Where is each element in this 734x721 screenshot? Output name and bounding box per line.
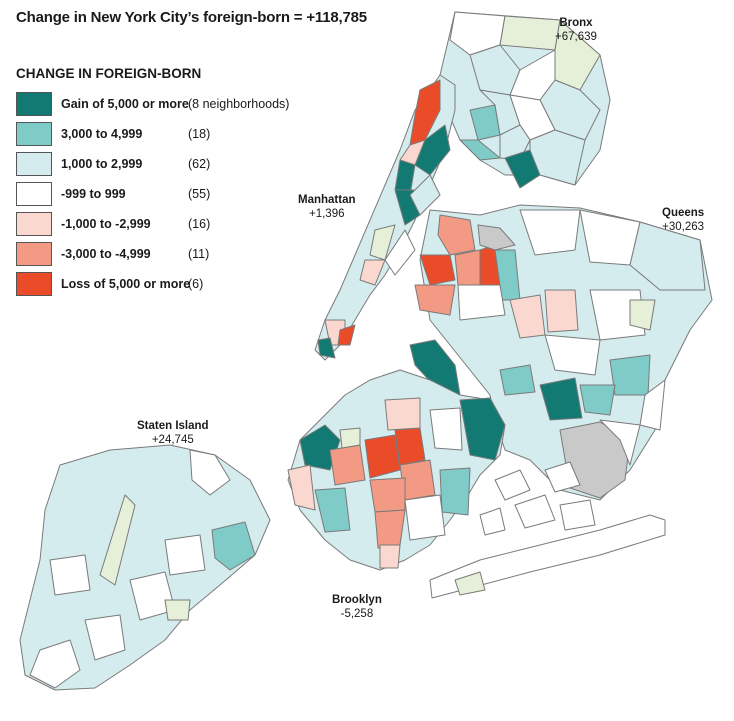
legend-swatch bbox=[16, 242, 52, 266]
manhattan-neighborhood bbox=[337, 324, 356, 346]
staten-island-neighborhood bbox=[164, 599, 191, 621]
manhattan-neighborhood bbox=[409, 174, 441, 216]
borough-label-manhattan: Manhattan +1,396 bbox=[298, 194, 356, 220]
brooklyn-region bbox=[287, 369, 506, 571]
queens-neighborhood bbox=[629, 299, 656, 331]
borough-value: +67,639 bbox=[555, 31, 597, 43]
bronx-neighborhood bbox=[529, 129, 586, 186]
manhattan-neighborhood bbox=[359, 259, 386, 286]
queens-neighborhood bbox=[419, 254, 456, 286]
brooklyn-neighborhood bbox=[287, 464, 316, 511]
legend-label: -1,000 to -2,999 bbox=[61, 217, 151, 231]
queens-neighborhood bbox=[599, 419, 641, 466]
legend-label: 3,000 to 4,999 bbox=[61, 127, 143, 141]
legend-label: Gain of 5,000 or more bbox=[61, 97, 189, 111]
staten-island-neighborhood bbox=[164, 534, 206, 576]
queens-neighborhood bbox=[437, 214, 476, 256]
brooklyn-neighborhood bbox=[439, 467, 471, 516]
legend-label: 1,000 to 2,999 bbox=[61, 157, 143, 171]
manhattan-neighborhood bbox=[317, 337, 336, 359]
brooklyn-neighborhood bbox=[339, 427, 361, 449]
queens-neighborhood bbox=[477, 224, 516, 251]
brooklyn-neighborhood bbox=[374, 509, 406, 549]
queens-neighborhood bbox=[579, 209, 641, 266]
staten-island-neighborhood bbox=[84, 614, 126, 661]
legend-label: -3,000 to -4,999 bbox=[61, 247, 151, 261]
queens-neighborhood bbox=[544, 289, 579, 333]
bronx-neighborhood bbox=[459, 139, 501, 161]
borough-value: +24,745 bbox=[151, 434, 194, 446]
queens-neighborhood bbox=[609, 354, 651, 396]
legend-count: (8 neighborhoods) bbox=[188, 97, 290, 111]
brooklyn-neighborhood bbox=[379, 544, 401, 569]
brooklyn-neighborhood bbox=[314, 487, 351, 533]
borough-label-brooklyn: Brooklyn -5,258 bbox=[332, 594, 382, 620]
borough-name: Staten Island bbox=[137, 420, 209, 432]
bronx-region bbox=[439, 11, 611, 189]
queens-neighborhood bbox=[499, 364, 536, 396]
borough-name: Bronx bbox=[559, 17, 593, 29]
jamaica-bay-islands bbox=[479, 461, 596, 536]
staten-island-neighborhood bbox=[211, 521, 256, 571]
legend-count: (6) bbox=[188, 277, 204, 291]
legend-swatch bbox=[16, 272, 52, 296]
legend-label: -999 to 999 bbox=[61, 187, 126, 201]
legend-count: (11) bbox=[188, 247, 210, 261]
staten-island-neighborhood bbox=[99, 494, 136, 586]
queens-neighborhood bbox=[519, 209, 581, 256]
borough-value: +1,396 bbox=[309, 208, 345, 220]
brooklyn-neighborhood bbox=[459, 397, 506, 461]
staten-island-neighborhood bbox=[49, 554, 91, 596]
brooklyn-neighborhood bbox=[429, 407, 463, 451]
brooklyn-neighborhood bbox=[369, 477, 406, 513]
legend-swatch bbox=[16, 182, 52, 206]
queens-neighborhood bbox=[414, 284, 456, 316]
legend-count: (18) bbox=[188, 127, 211, 141]
queens-neighborhood bbox=[639, 379, 666, 431]
queens-neighborhood bbox=[629, 221, 706, 291]
legend-count: (55) bbox=[188, 187, 211, 201]
borough-name: Queens bbox=[662, 207, 705, 219]
legend-title: CHANGE IN FOREIGN-BORN bbox=[16, 66, 202, 81]
map-title: Change in New York City’s foreign-born =… bbox=[16, 9, 367, 26]
legend-swatch bbox=[16, 92, 52, 116]
brooklyn-neighborhood bbox=[394, 427, 426, 466]
bronx-neighborhood bbox=[499, 124, 531, 161]
brooklyn-neighborhood bbox=[404, 494, 446, 541]
borough-label-bronx: Bronx +67,639 bbox=[555, 17, 597, 43]
queens-neighborhood bbox=[544, 334, 601, 376]
legend-count: (16) bbox=[188, 217, 211, 231]
brooklyn-neighborhood bbox=[364, 434, 401, 479]
legend-swatch bbox=[16, 212, 52, 236]
queens-neighborhood bbox=[539, 377, 583, 421]
brooklyn-neighborhood bbox=[384, 397, 421, 431]
staten-island-region bbox=[19, 444, 271, 691]
bronx-neighborhood bbox=[499, 15, 561, 51]
borough-label-staten-island: Staten Island +24,745 bbox=[137, 420, 209, 446]
rockaway-neighborhood bbox=[454, 571, 486, 596]
borough-name: Manhattan bbox=[298, 194, 356, 206]
legend-swatch bbox=[16, 122, 52, 146]
legend-label: Loss of 5,000 or more bbox=[61, 277, 191, 291]
borough-value: +30,263 bbox=[662, 221, 705, 233]
borough-name: Brooklyn bbox=[332, 594, 382, 606]
brooklyn-neighborhood bbox=[329, 444, 366, 486]
queens-neighborhood bbox=[457, 284, 506, 321]
queens-neighborhood bbox=[579, 384, 616, 416]
borough-label-queens: Queens +30,263 bbox=[662, 207, 704, 233]
staten-island-neighborhood bbox=[29, 639, 81, 689]
manhattan-neighborhood bbox=[414, 124, 451, 176]
staten-island-neighborhood bbox=[189, 449, 231, 496]
legend-swatch bbox=[16, 152, 52, 176]
manhattan-region bbox=[314, 74, 456, 361]
queens-neighborhood bbox=[454, 249, 481, 286]
manhattan-neighborhood bbox=[384, 229, 416, 276]
legend-count: (62) bbox=[188, 157, 211, 171]
borough-value: -5,258 bbox=[340, 608, 374, 620]
